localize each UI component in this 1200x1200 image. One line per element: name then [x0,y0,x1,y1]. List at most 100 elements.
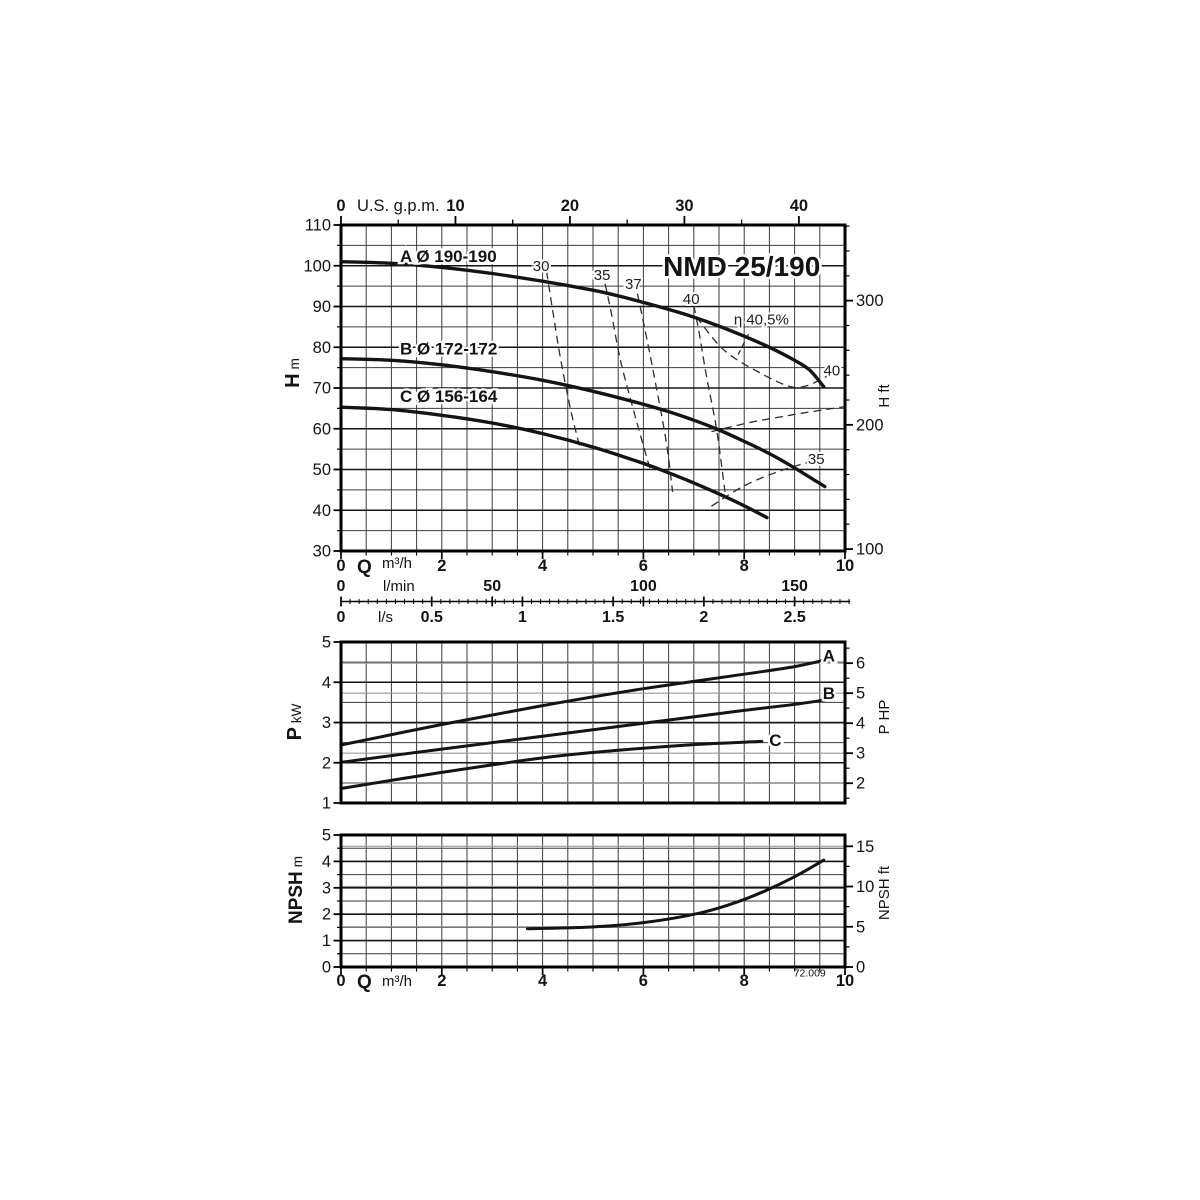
power-left-axis-title: PkW [284,703,306,740]
npsh-right-tick-label: 10 [856,878,874,896]
head-left-tick-label: 90 [313,298,331,316]
head-left-tick-label: 60 [313,420,331,438]
power-curve-B [339,698,827,764]
efficiency-label-0: 30 [533,258,550,275]
ls-row-label: 2 [699,609,708,626]
q-row-label: 2 [437,557,446,575]
npsh-bottom-tick-label: 2 [437,972,446,990]
gpm-tick-label: 30 [675,197,693,215]
power-left-tick-label: 5 [322,634,331,652]
efficiency-label-5: 40 [824,362,841,379]
power-right-tick-label: 2 [856,775,865,793]
npsh-bottom-tick-label: 8 [740,972,749,990]
efficiency-label-3: 40 [683,291,700,308]
head-curve-B [339,357,827,489]
head-left-tick-label: 110 [305,217,331,235]
gpm-tick-label: 0 [336,197,345,215]
npsh-bottom-tick-label: 0 [336,972,345,990]
efficiency-curve-eff-35 [604,283,651,469]
efficiency-label-2: 37 [625,276,642,293]
npsh-left-tick-label: 1 [322,932,331,950]
npsh-left-tick-label: 5 [322,827,331,845]
npsh-right-tick-label: 15 [856,838,874,856]
q-axis-unit: m³/h [382,973,412,990]
head-right-tick-label: 300 [856,292,884,310]
efficiency-curve-eff-40-left [693,305,726,492]
npsh-left-tick-label: 2 [322,906,331,924]
lmin-row-label: 150 [781,578,808,595]
efficiency-curve-eff-rising-mid [711,406,846,433]
head-curve-label-B: B Ø 172-172 [400,339,497,358]
head-left-tick-label: 40 [313,502,331,520]
power-right-tick-label: 4 [856,715,865,733]
npsh-bottom-tick-label: 10 [836,972,854,990]
power-curve-C [339,739,764,790]
power-left-tick-label: 1 [322,795,331,813]
power-curve-label-A: A [823,646,835,665]
power-curve-A [339,658,827,747]
ls-row-label: 0 [337,609,346,626]
head-right-tick-label: 100 [856,541,884,559]
lmin-row-unit: l/min [383,578,415,595]
lmin-row-label: 50 [483,578,501,595]
head-left-tick-label: 70 [313,380,331,398]
head-curve-C [339,405,769,520]
npsh-right-axis-title: NPSH ft [876,865,893,920]
npsh-right-tick-label: 5 [856,918,865,936]
gpm-tick-label: 20 [561,197,579,215]
npsh-left-tick-label: 4 [322,853,331,871]
q-row-label: 10 [836,557,854,575]
ls-row-label: 2.5 [783,609,805,626]
gpm-tick-label: 10 [446,197,464,215]
head-left-tick-label: 80 [313,339,331,357]
power-right-tick-label: 6 [856,655,865,673]
q-row-label: 4 [538,557,548,575]
npsh-right-tick-label: 0 [856,959,865,977]
chart-title: NMD 25/190 [663,251,820,282]
head-left-tick-label: 30 [313,543,331,561]
efficiency-label-1: 35 [594,267,611,284]
power-right-tick-label: 3 [856,745,865,763]
figure-code: 72.009 [794,968,826,980]
q-row-label: 0 [336,557,345,575]
q-row-unit: m³/h [382,555,412,572]
npsh-left-axis-title: NPSHm [286,856,307,924]
power-curve-label-B: B [823,684,835,703]
efficiency-label-4: η 40,5% [734,312,789,329]
power-right-tick-label: 5 [856,685,865,703]
npsh-bottom-tick-label: 6 [639,972,648,990]
power-right-axis-title: P HP [876,700,893,735]
head-curve-A [339,260,826,389]
npsh-bottom-tick-label: 4 [538,972,548,990]
npsh-left-tick-label: 3 [322,879,331,897]
lmin-row-label: 100 [630,578,657,595]
head-left-tick-label: 50 [313,461,331,479]
ls-row-label: 1 [518,609,527,626]
ls-row-label: 0.5 [421,609,443,626]
efficiency-label-6: 35 [808,451,825,468]
head-right-axis-title: H ft [876,384,893,408]
head-curve-label-A: A Ø 190-190 [400,247,497,266]
ls-row-unit: l/s [378,609,393,626]
gpm-tick-label: 40 [790,197,808,215]
gpm-axis-unit: U.S. g.p.m. [357,197,440,215]
q-row-label: 6 [639,557,648,575]
q-axis-letter: Q [357,972,372,993]
power-left-tick-label: 2 [322,754,331,772]
efficiency-curve-eff-40-right [695,316,829,389]
efficiency-curve-eff-30 [545,271,582,450]
power-left-tick-label: 3 [322,714,331,732]
lmin-row-label: 0 [337,578,346,595]
q-row-label: 8 [740,557,749,575]
head-left-axis-title: Hm [282,358,304,388]
npsh-left-tick-label: 0 [322,959,331,977]
head-curve-label-C: C Ø 156-164 [400,387,498,406]
head-right-tick-label: 200 [856,416,884,434]
npsh-curve-NPSH [526,858,826,931]
power-left-tick-label: 4 [322,674,331,692]
ls-row-label: 1.5 [602,609,624,626]
q-row-letter: Q [357,557,372,578]
power-curve-label-C: C [769,731,781,750]
